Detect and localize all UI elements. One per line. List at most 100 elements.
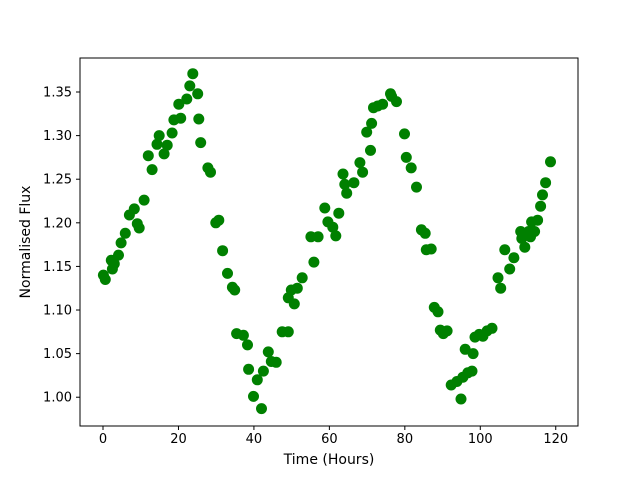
data-point bbox=[330, 230, 342, 242]
data-point bbox=[133, 222, 145, 234]
data-point bbox=[173, 98, 185, 110]
data-point bbox=[184, 80, 196, 92]
data-point bbox=[455, 393, 467, 405]
x-axis-label: Time (Hours) bbox=[283, 452, 375, 468]
data-point bbox=[354, 157, 366, 169]
data-point bbox=[365, 144, 376, 156]
data-point bbox=[288, 298, 300, 310]
data-point bbox=[361, 126, 373, 138]
data-point bbox=[348, 177, 360, 189]
data-point bbox=[262, 346, 274, 358]
data-point bbox=[405, 162, 417, 174]
data-point bbox=[425, 243, 437, 255]
x-tick-label: 100 bbox=[468, 432, 493, 447]
data-point bbox=[153, 130, 165, 142]
data-point bbox=[128, 203, 140, 215]
y-axis: 1.00 1.05 1.10 1.15 1.20 1.25 1.30 1.35 bbox=[43, 86, 80, 406]
y-tick-label: 1.30 bbox=[43, 129, 72, 144]
plot-area bbox=[79, 57, 579, 427]
x-tick-label: 20 bbox=[170, 432, 187, 447]
data-point bbox=[256, 403, 267, 415]
data-point bbox=[251, 374, 263, 386]
x-tick-label: 60 bbox=[321, 432, 338, 447]
data-point bbox=[308, 256, 320, 268]
data-point bbox=[151, 138, 163, 150]
data-point bbox=[535, 200, 547, 212]
data-point bbox=[504, 263, 516, 275]
y-tick-label: 1.20 bbox=[43, 216, 72, 231]
data-point bbox=[357, 166, 369, 178]
data-point bbox=[270, 356, 282, 368]
data-point bbox=[339, 178, 351, 190]
y-tick-label: 1.05 bbox=[43, 347, 72, 362]
data-point bbox=[366, 117, 378, 129]
data-point bbox=[319, 202, 331, 214]
data-point bbox=[217, 245, 229, 257]
data-point bbox=[419, 227, 431, 239]
data-point bbox=[161, 139, 173, 151]
data-point bbox=[492, 272, 504, 284]
data-point bbox=[242, 339, 253, 351]
data-point bbox=[540, 177, 552, 189]
data-point bbox=[391, 96, 402, 108]
y-tick-label: 1.25 bbox=[43, 173, 72, 188]
data-point bbox=[291, 282, 303, 294]
data-point bbox=[158, 148, 170, 160]
data-point bbox=[519, 241, 531, 253]
data-point bbox=[187, 68, 199, 80]
data-point bbox=[138, 194, 150, 206]
data-point bbox=[508, 252, 520, 264]
data-point bbox=[516, 233, 528, 244]
data-point bbox=[399, 128, 410, 140]
data-point bbox=[237, 329, 249, 341]
data-point bbox=[337, 168, 349, 180]
data-point bbox=[115, 237, 127, 249]
data-point bbox=[243, 363, 255, 375]
data-point bbox=[108, 258, 120, 270]
data-point bbox=[537, 189, 548, 201]
data-point bbox=[327, 221, 339, 233]
x-tick-label: 40 bbox=[246, 432, 263, 447]
data-point bbox=[142, 150, 154, 162]
data-point bbox=[400, 151, 412, 163]
data-point bbox=[282, 326, 294, 338]
x-tick-label: 80 bbox=[397, 432, 414, 447]
data-point bbox=[441, 325, 453, 337]
data-points bbox=[97, 68, 556, 415]
data-point bbox=[529, 226, 541, 237]
data-point bbox=[248, 390, 259, 402]
data-point bbox=[222, 267, 233, 279]
data-point bbox=[213, 214, 225, 226]
data-point bbox=[377, 98, 389, 110]
data-point bbox=[195, 137, 207, 149]
y-tick-label: 1.10 bbox=[43, 304, 72, 319]
y-tick-label: 1.15 bbox=[43, 260, 72, 275]
y-tick-label: 1.00 bbox=[43, 391, 72, 406]
data-point bbox=[545, 156, 556, 168]
data-point bbox=[119, 227, 131, 239]
data-point bbox=[146, 164, 158, 176]
data-point bbox=[296, 272, 308, 284]
data-point bbox=[499, 244, 511, 256]
data-point bbox=[432, 306, 444, 318]
data-point bbox=[467, 348, 479, 360]
data-point bbox=[181, 93, 193, 105]
data-point bbox=[532, 214, 544, 226]
data-point bbox=[341, 187, 353, 199]
data-point bbox=[411, 181, 422, 193]
data-point bbox=[312, 231, 324, 243]
data-point bbox=[166, 127, 178, 139]
data-point bbox=[192, 88, 204, 100]
x-tick-label: 120 bbox=[543, 432, 568, 447]
x-tick-label: 0 bbox=[99, 432, 107, 447]
data-point bbox=[113, 249, 124, 261]
data-point bbox=[175, 112, 187, 124]
data-point bbox=[333, 207, 345, 219]
data-point bbox=[486, 322, 498, 334]
data-point bbox=[193, 113, 205, 125]
data-point bbox=[257, 365, 269, 377]
data-point bbox=[205, 166, 216, 178]
data-point bbox=[229, 284, 241, 296]
